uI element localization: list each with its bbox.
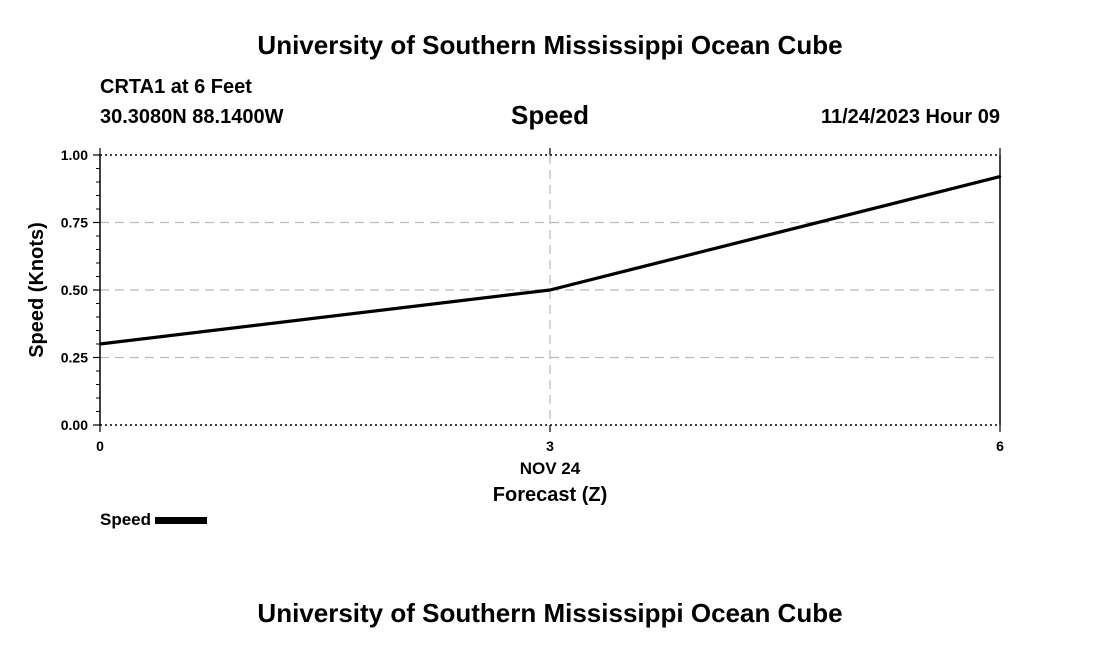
axis-labels: 0.00 0.25 0.50 0.75 1.00 0 3 6 NOV 24 Forecast (Z… [26, 147, 1004, 506]
y-axis-label: Speed (Knots) [26, 222, 48, 358]
forecast-datetime: 11/24/2023 Hour 09 [820, 106, 1000, 128]
station-coordinates: 30.3080N 88.1400W [100, 106, 284, 128]
x-date-label: NOV 24 [520, 459, 581, 478]
x-tick-label: 0 [96, 438, 104, 454]
y-tick-label: 0.00 [61, 417, 88, 433]
legend-swatch [155, 516, 208, 524]
x-tick-label: 6 [996, 438, 1004, 454]
footer-title: University of Southern Mississippi Ocean… [257, 598, 843, 628]
page-title: University of Southern Mississippi Ocean… [257, 30, 843, 60]
y-tick-label: 0.75 [61, 215, 88, 231]
data-point [998, 175, 1002, 178]
series-layer [98, 175, 1002, 346]
legend: Speed [100, 510, 208, 530]
y-tick-label: 0.50 [61, 282, 88, 298]
y-tick-label: 0.25 [61, 350, 88, 366]
chart-title: Speed [510, 100, 590, 130]
station-label: CRTA1 at 6 Feet [100, 76, 252, 98]
x-axis-label: Forecast (Z) [493, 484, 607, 506]
data-point [548, 288, 552, 292]
y-tick-label: 1.00 [61, 147, 88, 163]
legend-label: Speed [100, 510, 152, 529]
data-point [98, 342, 102, 346]
x-tick-label: 3 [546, 438, 554, 454]
